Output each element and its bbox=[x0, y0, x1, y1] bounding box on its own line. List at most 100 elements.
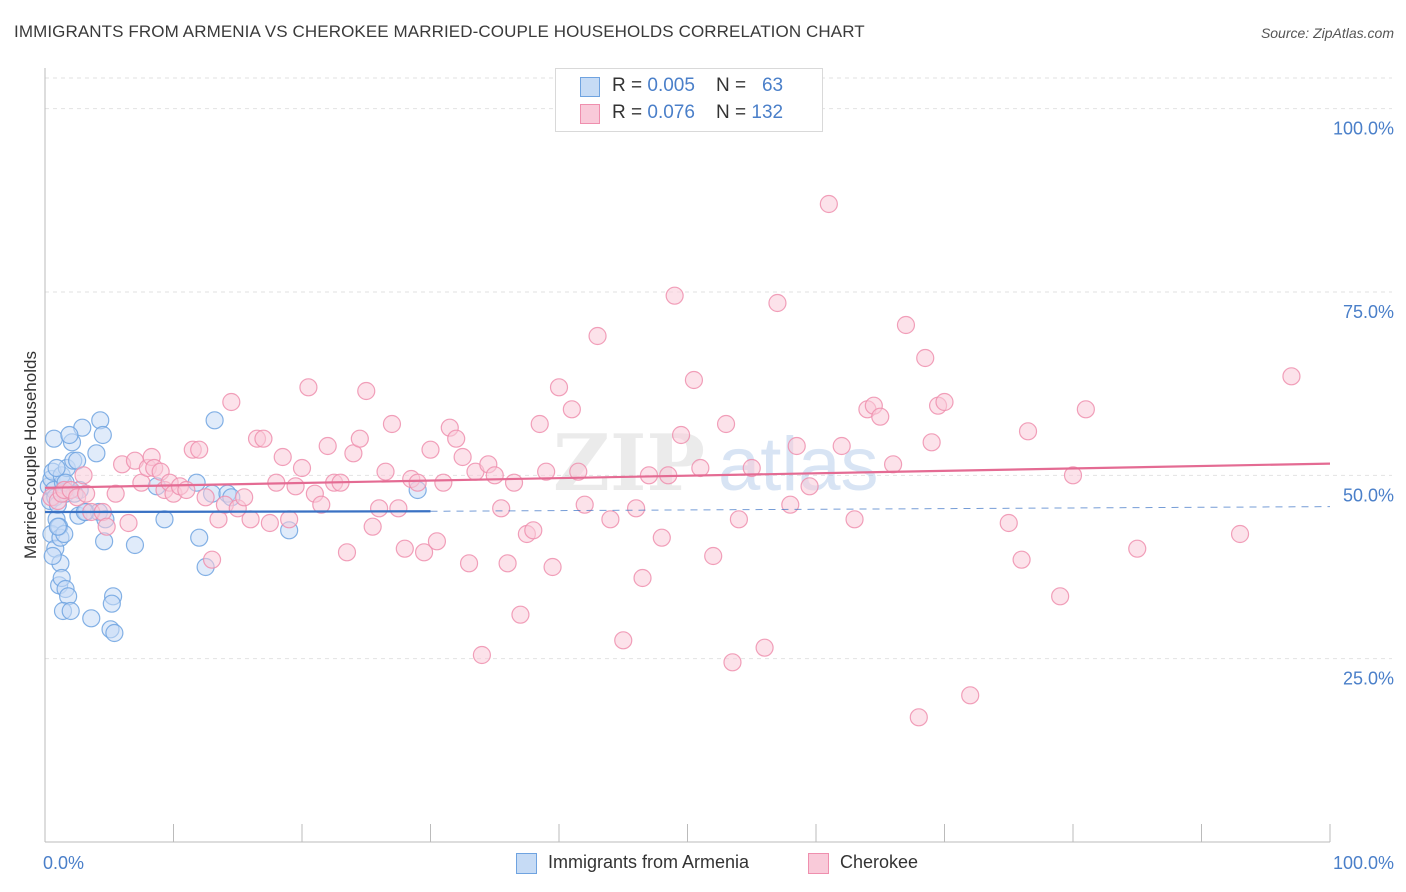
point-cherokee bbox=[704, 546, 723, 566]
point-cherokee bbox=[370, 499, 389, 518]
point-cherokee bbox=[376, 462, 395, 481]
point-cherokee bbox=[196, 488, 215, 507]
point-cherokee bbox=[504, 473, 524, 492]
point-cherokee bbox=[896, 315, 916, 335]
point-cherokee bbox=[492, 499, 511, 518]
point-cherokee bbox=[601, 510, 620, 529]
point-cherokee bbox=[106, 484, 125, 503]
legend-r-label: R = bbox=[612, 75, 648, 96]
point-cherokee bbox=[312, 495, 331, 514]
legend-n-label: N = bbox=[716, 102, 752, 123]
point-cherokee bbox=[498, 554, 517, 573]
point-cherokee bbox=[485, 466, 504, 485]
point-cherokee bbox=[74, 466, 93, 485]
y-tick-label: 100.0% bbox=[1333, 119, 1394, 139]
legend-n-label: N = bbox=[716, 75, 752, 96]
point-cherokee bbox=[363, 517, 382, 536]
point-armenia bbox=[87, 444, 106, 463]
point-cherokee bbox=[1230, 524, 1250, 544]
point-cherokee bbox=[292, 458, 312, 478]
point-cherokee bbox=[222, 392, 241, 412]
point-cherokee bbox=[421, 440, 440, 459]
point-cherokee bbox=[543, 557, 562, 577]
point-cherokee bbox=[723, 653, 742, 672]
point-cherokee bbox=[922, 433, 941, 452]
point-cherokee bbox=[273, 447, 292, 467]
point-cherokee bbox=[357, 381, 376, 401]
point-cherokee bbox=[453, 447, 472, 467]
point-cherokee bbox=[588, 326, 607, 346]
point-cherokee bbox=[427, 532, 447, 551]
point-cherokee bbox=[781, 495, 800, 514]
point-armenia bbox=[44, 429, 64, 448]
point-cherokee bbox=[414, 543, 434, 562]
point-cherokee bbox=[511, 605, 530, 624]
point-cherokee bbox=[235, 488, 254, 507]
source-label: Source: ZipAtlas.com bbox=[1260, 25, 1394, 41]
point-cherokee bbox=[742, 458, 761, 478]
grid-lines bbox=[45, 77, 1392, 660]
trend-lines bbox=[44, 462, 1331, 514]
point-cherokee bbox=[1051, 587, 1070, 606]
point-cherokee bbox=[395, 539, 414, 558]
point-armenia bbox=[93, 425, 112, 445]
bottom-legend-swatch-cherokee bbox=[808, 853, 829, 874]
bottom-legend-swatch-armenia bbox=[516, 853, 537, 874]
point-cherokee bbox=[800, 477, 819, 496]
point-cherokee bbox=[871, 407, 890, 426]
point-cherokee bbox=[999, 513, 1018, 533]
point-armenia bbox=[48, 517, 67, 536]
point-cherokee bbox=[472, 645, 491, 665]
legend-n-value: 132 bbox=[751, 102, 784, 123]
point-cherokee bbox=[935, 392, 954, 412]
point-armenia bbox=[190, 528, 209, 547]
point-cherokee bbox=[845, 510, 864, 529]
point-armenia bbox=[205, 411, 224, 430]
point-armenia bbox=[82, 609, 101, 628]
legend-r-value: 0.005 bbox=[647, 75, 695, 96]
point-armenia bbox=[47, 458, 66, 478]
point-cherokee bbox=[260, 513, 279, 533]
x-tick-labels: 0.0% 100.0% bbox=[43, 853, 1394, 873]
point-cherokee bbox=[434, 473, 453, 492]
point-armenia bbox=[125, 535, 145, 555]
point-cherokee bbox=[202, 550, 222, 569]
y-tick-label: 50.0% bbox=[1343, 485, 1394, 505]
x-tick-label-min: 0.0% bbox=[43, 853, 84, 873]
legend-swatch-cherokee bbox=[580, 104, 600, 124]
point-armenia bbox=[155, 510, 174, 529]
trend-line-cherokee bbox=[44, 462, 1331, 489]
point-cherokee bbox=[716, 414, 736, 434]
point-cherokee bbox=[691, 458, 710, 478]
point-cherokee bbox=[1128, 539, 1147, 558]
legend-n-value: 63 bbox=[761, 75, 784, 96]
point-cherokee bbox=[459, 554, 479, 573]
point-cherokee bbox=[729, 510, 749, 529]
point-cherokee bbox=[1063, 466, 1083, 485]
point-cherokee bbox=[819, 194, 838, 214]
point-cherokee bbox=[883, 455, 903, 474]
watermark-atlas: atlas bbox=[718, 422, 879, 507]
x-tick-label-max: 100.0% bbox=[1333, 853, 1394, 873]
point-cherokee bbox=[537, 462, 556, 481]
point-cherokee bbox=[569, 462, 588, 481]
point-cherokee bbox=[524, 521, 543, 540]
point-cherokee bbox=[382, 414, 402, 434]
trend-line-armenia-extension bbox=[430, 506, 1331, 512]
point-cherokee bbox=[447, 429, 466, 448]
chart-title: IMMIGRANTS FROM ARMENIA VS CHEROKEE MARR… bbox=[14, 22, 865, 41]
point-cherokee bbox=[286, 477, 305, 496]
point-cherokee bbox=[97, 517, 116, 536]
point-cherokee bbox=[1018, 422, 1038, 441]
point-cherokee bbox=[549, 378, 569, 397]
legend: R = 0.005 N = 63 R = 0.076 N = 132 bbox=[555, 68, 823, 132]
point-cherokee bbox=[254, 429, 273, 448]
point-armenia bbox=[61, 601, 80, 621]
point-cherokee bbox=[1076, 400, 1095, 419]
point-cherokee bbox=[961, 686, 980, 705]
bottom-legend-label-cherokee: Cherokee bbox=[840, 852, 919, 872]
point-cherokee bbox=[665, 286, 684, 305]
y-tick-labels: 25.0% 50.0% 75.0% 100.0% bbox=[1333, 119, 1394, 689]
y-tick-label: 25.0% bbox=[1343, 669, 1394, 689]
